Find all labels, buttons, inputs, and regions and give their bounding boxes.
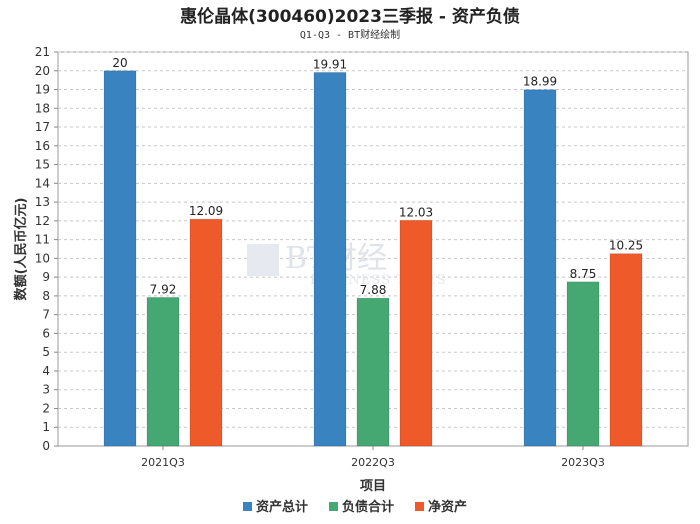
y-axis-label: 数额(人民币亿元)	[13, 198, 29, 301]
data-labels: 20 7.92 12.09 19.91 7.88 12.03 18.99 8.75 10.25	[112, 56, 643, 297]
data-label: 8.75	[570, 267, 597, 281]
legend-swatch	[243, 502, 252, 511]
y-tick-label: 13	[35, 195, 50, 209]
bar-equity	[609, 253, 643, 447]
legend-label: 资产总计	[256, 499, 308, 515]
bar-equity	[189, 218, 223, 447]
data-label: 19.91	[313, 57, 347, 71]
y-tick-label: 14	[35, 176, 50, 190]
bar-assets	[103, 70, 137, 447]
data-label: 18.99	[523, 75, 557, 89]
y-tick-label: 9	[42, 270, 50, 284]
legend-swatch	[415, 502, 424, 511]
watermark-logo-block	[247, 244, 279, 276]
y-tick-label: 21	[35, 45, 50, 59]
x-tick-label: 2023Q3	[561, 456, 605, 469]
y-tick-label: 20	[35, 64, 50, 78]
y-tick-label: 3	[42, 383, 50, 397]
y-tick-label: 12	[35, 214, 50, 228]
data-label: 7.88	[360, 283, 387, 297]
y-tick-label: 10	[35, 251, 50, 265]
y-tick-label: 11	[35, 233, 50, 247]
plot-area: BT财经 BUSINESS TIMES 207.9212.0919.917.88…	[57, 51, 689, 447]
y-tick-label: 8	[42, 289, 50, 303]
x-tick-label: 2022Q3	[351, 456, 395, 469]
bar-assets	[523, 89, 557, 447]
y-tick-label: 7	[42, 308, 50, 322]
data-label: 20	[112, 56, 127, 70]
y-tick-label: 16	[35, 139, 50, 153]
bar-assets	[313, 71, 347, 447]
data-label: 7.92	[150, 282, 177, 296]
bar-liabilities	[146, 296, 180, 447]
y-tick-label: 6	[42, 326, 50, 340]
x-axis-ticks: 2021Q3 2022Q3 2023Q3	[141, 446, 605, 469]
y-tick-label: 17	[35, 120, 50, 134]
legend-label: 净资产	[428, 499, 467, 515]
legend-swatch	[329, 502, 338, 511]
y-tick-label: 1	[42, 420, 50, 434]
y-tick-label: 4	[42, 364, 50, 378]
bar-liabilities	[566, 281, 600, 447]
data-label: 12.09	[189, 204, 223, 218]
bar-liabilities	[356, 297, 390, 447]
chart-title: 惠伦晶体(300460)2023三季报 - 资产负债	[180, 6, 520, 27]
y-tick-label: 19	[35, 83, 50, 97]
legend: 资产总计 负债合计 净资产	[243, 499, 467, 515]
legend-label: 负债合计	[342, 499, 394, 515]
y-tick-label: 18	[35, 101, 50, 115]
y-tick-label: 0	[42, 439, 50, 453]
bars	[103, 70, 643, 447]
x-tick-label: 2021Q3	[141, 456, 185, 469]
chart-subtitle: Q1-Q3 - BT财经绘制	[300, 28, 400, 41]
y-tick-label: 2	[42, 401, 50, 415]
y-tick-label: 15	[35, 158, 50, 172]
y-tick-label: 5	[42, 345, 50, 359]
data-label: 10.25	[609, 239, 643, 253]
bar-equity	[399, 219, 433, 447]
x-axis-label: 项目	[360, 479, 386, 494]
data-label: 12.03	[399, 205, 433, 219]
